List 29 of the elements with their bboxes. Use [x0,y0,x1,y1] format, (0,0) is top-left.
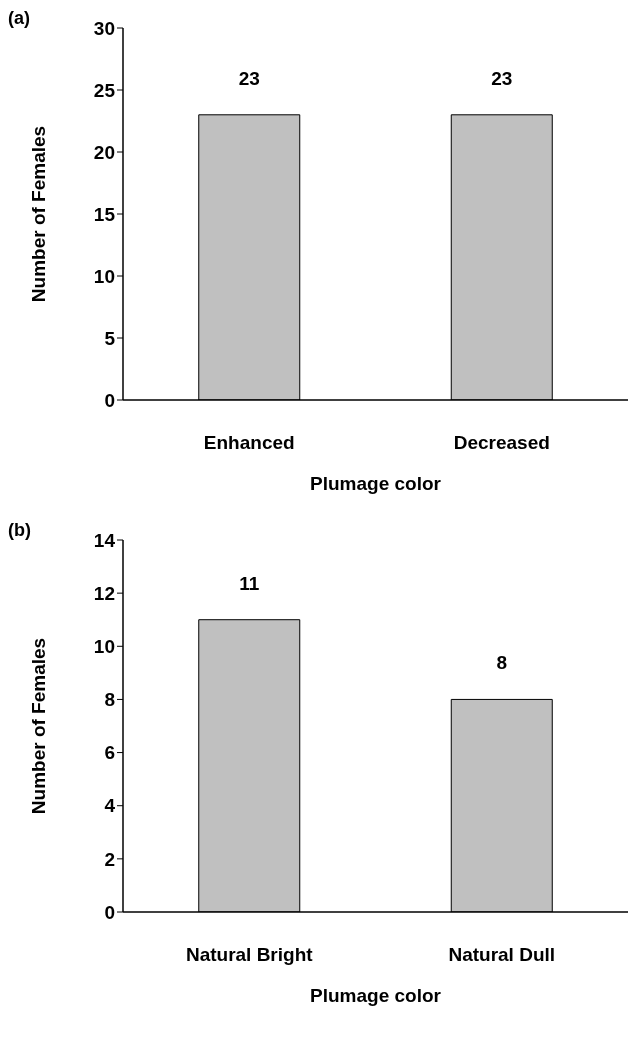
x-tick-label: Natural Bright [185,944,314,966]
x-tick-label: Enhanced [203,432,295,454]
y-tick-label: 30 [93,17,115,39]
x-tick-label: Decreased [453,432,550,454]
data-label: 23 [238,67,260,89]
y-tick-label: 0 [104,389,115,411]
y-tick-label: 20 [93,141,115,163]
y-tick-label: 15 [93,203,116,225]
y-tick-label: 14 [93,529,116,551]
y-tick-label: 25 [93,79,116,101]
chart-title: (a) [8,8,30,29]
data-label: 11 [239,572,260,594]
y-axis-title: Number of Females [27,637,49,815]
chart-title: (b) [8,520,31,541]
y-tick-label: 2 [104,848,115,870]
y-tick-label: 12 [93,582,115,604]
data-label: 23 [491,67,513,89]
y-tick-label: 10 [93,265,115,287]
x-axis-title: Plumage color [310,473,442,494]
y-tick-label: 4 [104,795,116,817]
data-label: 8 [496,652,508,674]
y-tick-label: 8 [104,689,115,711]
x-tick-label: Natural Dull [448,944,556,966]
y-tick-label: 10 [93,636,115,658]
y-tick-label: 0 [104,901,115,923]
y-axis-title: Number of Females [27,125,49,303]
x-axis-title: Plumage color [310,985,442,1006]
y-tick-label: 5 [104,327,116,349]
y-tick-label: 6 [104,742,115,764]
